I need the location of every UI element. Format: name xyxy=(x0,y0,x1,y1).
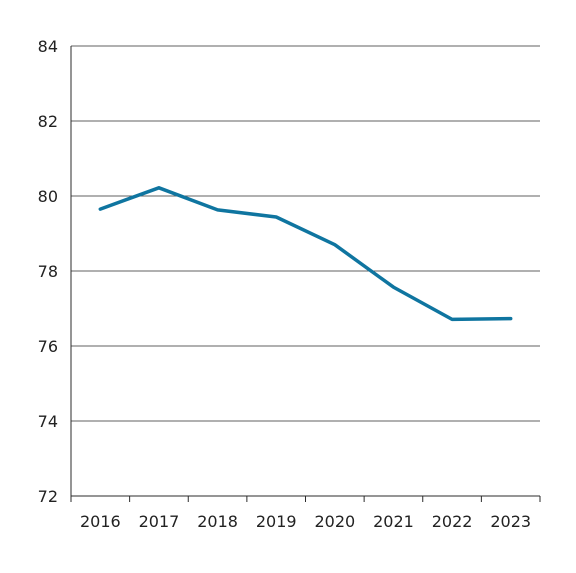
y-tick-label: 80 xyxy=(38,187,58,206)
y-tick-label: 84 xyxy=(38,37,58,56)
y-tick-labels: 72 74 76 78 80 82 84 xyxy=(38,37,58,506)
x-tick-label: 2021 xyxy=(373,512,414,531)
x-tick-label: 2020 xyxy=(314,512,355,531)
y-tick-label: 82 xyxy=(38,112,58,131)
x-tick-label: 2019 xyxy=(256,512,297,531)
x-tick-label: 2023 xyxy=(490,512,531,531)
y-tick-label: 76 xyxy=(38,337,58,356)
x-tick-label: 2017 xyxy=(139,512,180,531)
y-tick-label: 72 xyxy=(38,487,58,506)
y-tick-label: 74 xyxy=(38,412,58,431)
gridlines xyxy=(71,46,540,421)
axes xyxy=(71,46,540,502)
x-tick-label: 2022 xyxy=(432,512,473,531)
series-layer xyxy=(100,188,510,320)
series-line-0 xyxy=(100,188,510,320)
x-tick-label: 2016 xyxy=(80,512,121,531)
y-tick-label: 78 xyxy=(38,262,58,281)
x-tick-labels: 2016 2017 2018 2019 2020 2021 2022 2023 xyxy=(80,512,531,531)
x-tick-label: 2018 xyxy=(197,512,238,531)
